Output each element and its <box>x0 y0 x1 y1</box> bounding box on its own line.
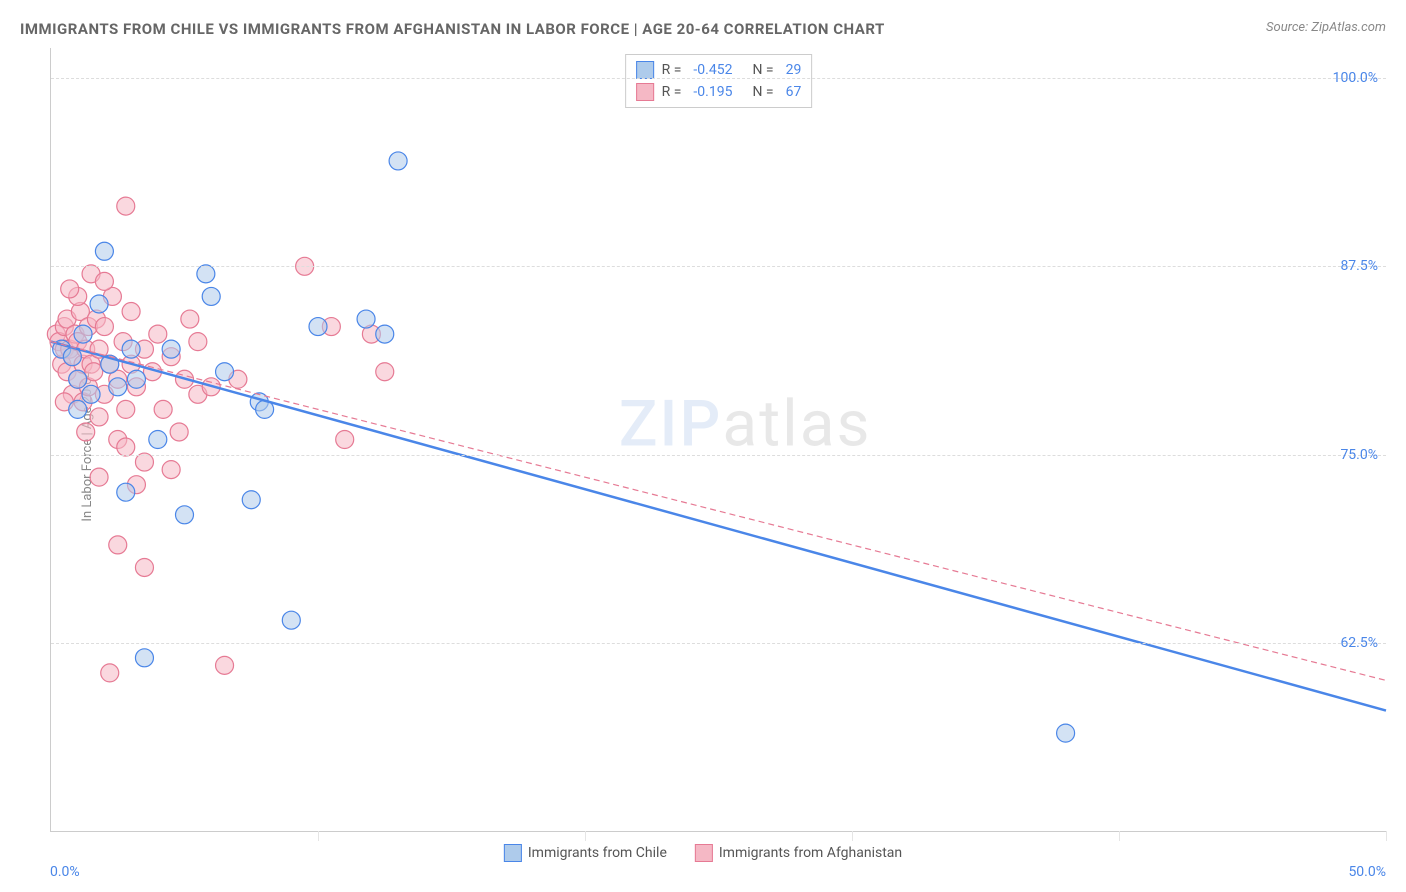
swatch-afghanistan <box>636 83 654 101</box>
legend-item-afghanistan: Immigrants from Afghanistan <box>695 844 902 862</box>
data-point-afghanistan <box>122 303 140 321</box>
data-point-chile <box>389 152 407 170</box>
data-point-afghanistan <box>181 310 199 328</box>
data-point-afghanistan <box>109 536 127 554</box>
data-point-afghanistan <box>135 558 153 576</box>
data-point-chile <box>90 295 108 313</box>
data-point-chile <box>69 370 87 388</box>
n-label-2: N = <box>752 84 773 100</box>
data-point-chile <box>216 363 234 381</box>
x-tick <box>1119 831 1120 841</box>
x-axis-max-label: 50.0% <box>1348 864 1386 880</box>
data-point-afghanistan <box>90 408 108 426</box>
gridline-h <box>51 643 1386 644</box>
data-point-chile <box>176 506 194 524</box>
data-point-chile <box>309 318 327 336</box>
data-point-afghanistan <box>117 438 135 456</box>
data-point-chile <box>1057 724 1075 742</box>
y-tick-label: 87.5% <box>1340 258 1378 274</box>
gridline-h <box>51 78 1386 79</box>
data-point-afghanistan <box>95 272 113 290</box>
data-point-chile <box>74 325 92 343</box>
gridline-h <box>51 266 1386 267</box>
data-point-chile <box>109 378 127 396</box>
legend-swatch-afghanistan <box>695 844 713 862</box>
data-point-chile <box>82 385 100 403</box>
data-point-afghanistan <box>135 453 153 471</box>
data-point-chile <box>127 370 145 388</box>
r-label-2: R = <box>662 84 682 100</box>
data-point-chile <box>149 431 167 449</box>
legend-swatch-chile <box>504 844 522 862</box>
plot-area: ZIPatlas R = -0.452 N = 29 R = -0.195 N … <box>50 48 1386 832</box>
series-legend: Immigrants from Chile Immigrants from Af… <box>504 844 902 862</box>
data-point-afghanistan <box>77 423 95 441</box>
data-point-afghanistan <box>117 197 135 215</box>
n-value-chile: 29 <box>786 62 802 78</box>
data-point-chile <box>197 265 215 283</box>
x-tick <box>1386 831 1387 841</box>
y-tick-label: 100.0% <box>1333 70 1378 86</box>
chart-title: IMMIGRANTS FROM CHILE VS IMMIGRANTS FROM… <box>20 20 885 38</box>
data-point-afghanistan <box>149 325 167 343</box>
data-point-chile <box>122 340 140 358</box>
regression-line-afghanistan <box>51 342 1386 681</box>
data-point-afghanistan <box>189 333 207 351</box>
x-tick <box>852 831 853 841</box>
y-tick-label: 62.5% <box>1340 635 1378 651</box>
r-value-chile: -0.452 <box>693 62 732 78</box>
data-point-chile <box>376 325 394 343</box>
swatch-chile <box>636 61 654 79</box>
data-point-chile <box>69 400 87 418</box>
gridline-h <box>51 455 1386 456</box>
data-point-afghanistan <box>154 400 172 418</box>
data-point-chile <box>242 491 260 509</box>
n-value-afghanistan: 67 <box>786 84 802 100</box>
r-label: R = <box>662 62 682 78</box>
legend-item-chile: Immigrants from Chile <box>504 844 667 862</box>
stats-legend: R = -0.452 N = 29 R = -0.195 N = 67 <box>625 54 813 108</box>
data-point-afghanistan <box>216 656 234 674</box>
source-attribution: Source: ZipAtlas.com <box>1266 20 1386 35</box>
stats-row-afghanistan: R = -0.195 N = 67 <box>636 81 802 103</box>
correlation-chart: IMMIGRANTS FROM CHILE VS IMMIGRANTS FROM… <box>0 0 1406 892</box>
data-point-chile <box>282 611 300 629</box>
data-point-chile <box>357 310 375 328</box>
data-point-afghanistan <box>61 280 79 298</box>
n-label: N = <box>752 62 773 78</box>
data-point-afghanistan <box>95 318 113 336</box>
legend-label-chile: Immigrants from Chile <box>528 845 667 861</box>
data-point-chile <box>95 242 113 260</box>
data-point-chile <box>135 649 153 667</box>
x-tick <box>585 831 586 841</box>
data-point-chile <box>162 340 180 358</box>
data-point-afghanistan <box>336 431 354 449</box>
r-value-afghanistan: -0.195 <box>693 84 732 100</box>
data-point-afghanistan <box>376 363 394 381</box>
data-point-afghanistan <box>117 400 135 418</box>
legend-label-afghanistan: Immigrants from Afghanistan <box>719 845 902 861</box>
regression-line-chile <box>51 342 1386 711</box>
data-point-chile <box>117 483 135 501</box>
data-point-afghanistan <box>101 664 119 682</box>
plot-svg <box>51 48 1386 831</box>
x-tick <box>318 831 319 841</box>
data-point-afghanistan <box>90 468 108 486</box>
data-point-afghanistan <box>170 423 188 441</box>
x-axis-min-label: 0.0% <box>50 864 80 880</box>
data-point-afghanistan <box>85 363 103 381</box>
y-tick-label: 75.0% <box>1340 447 1378 463</box>
data-point-chile <box>202 287 220 305</box>
data-point-afghanistan <box>162 461 180 479</box>
